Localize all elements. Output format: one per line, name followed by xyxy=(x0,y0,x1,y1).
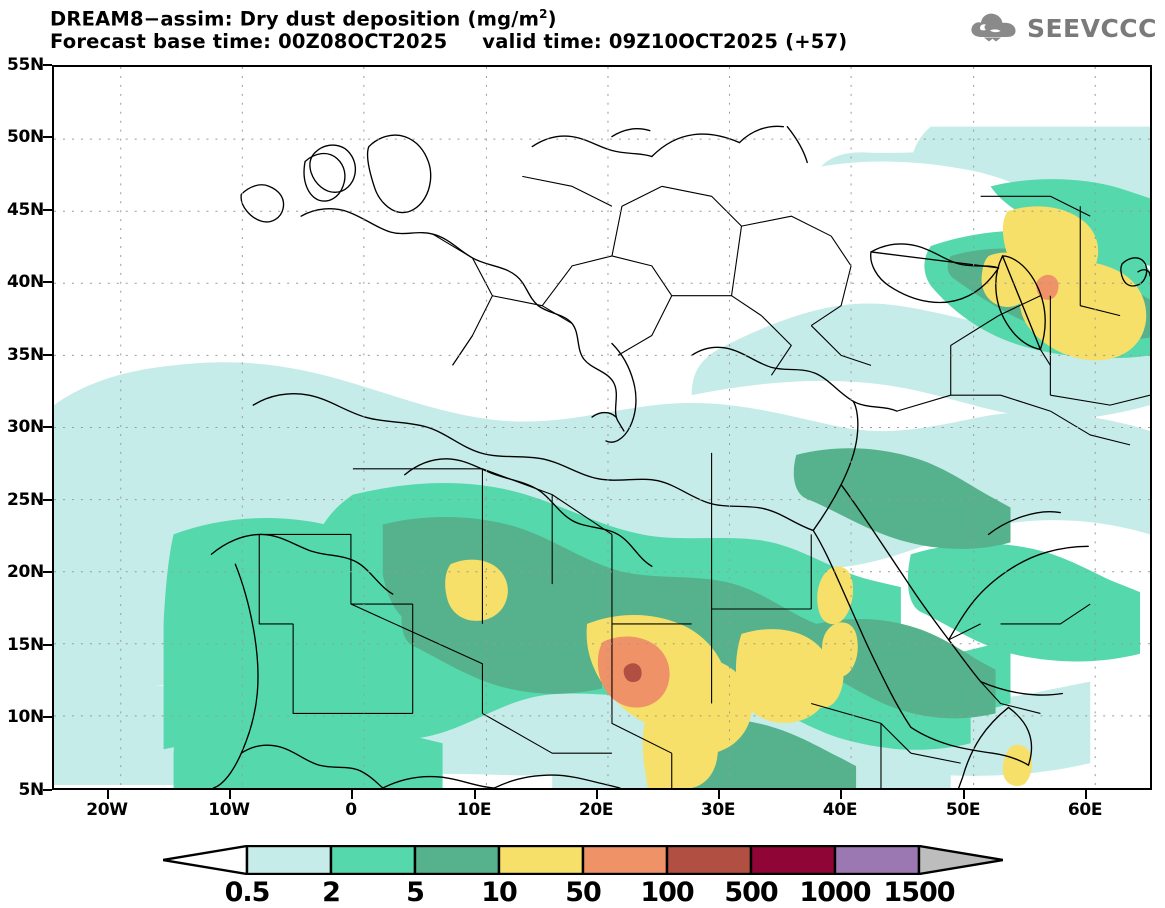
chart-title-line-2: Forecast base time: 00Z08OCT2025 valid t… xyxy=(50,29,848,53)
y-tick xyxy=(43,571,52,573)
x-axis-label: 60E xyxy=(1067,800,1103,820)
cloud-icon xyxy=(968,10,1020,46)
x-axis-label: 20E xyxy=(578,800,614,820)
x-tick xyxy=(596,790,598,799)
x-tick xyxy=(718,790,720,799)
seevccc-logo: SEEVCCC xyxy=(968,10,1157,46)
colorbar-cell-5-10 xyxy=(413,845,501,875)
y-axis-label: 20N xyxy=(7,562,44,582)
colorbar-tick-label: 100 xyxy=(640,877,694,908)
units-superscript: 2 xyxy=(539,7,548,21)
x-tick xyxy=(351,790,353,799)
x-axis-label: 10W xyxy=(208,800,250,820)
map-coastlines xyxy=(210,125,1150,788)
x-tick xyxy=(229,790,231,799)
colorbar-tick-label: 500 xyxy=(724,877,778,908)
colorbar: 0.5 2 5 10 50 100 500 1000 1500 xyxy=(163,845,1003,908)
colorbar-cell-2-5 xyxy=(329,845,417,875)
map-plot-area xyxy=(52,65,1152,790)
y-axis-label: 40N xyxy=(7,272,44,292)
y-tick xyxy=(43,644,52,646)
colorbar-cell-10-50 xyxy=(497,845,585,875)
logo-text: SEEVCCC xyxy=(1026,13,1157,43)
x-axis-label: 40E xyxy=(822,800,858,820)
map-country-borders xyxy=(258,175,1150,788)
colorbar-tick-label: 50 xyxy=(565,877,602,908)
y-tick xyxy=(43,789,52,791)
x-tick xyxy=(107,790,109,799)
y-tick xyxy=(43,426,52,428)
y-axis-label: 15N xyxy=(7,635,44,655)
y-axis-label: 55N xyxy=(7,55,44,75)
x-axis-label: 50E xyxy=(945,800,981,820)
colorbar-cell-0p5-2 xyxy=(245,845,333,875)
map-gridlines xyxy=(54,67,1150,788)
chart-title-line-1: DREAM8−assim: Dry dust deposition (mg/m2… xyxy=(50,8,847,30)
y-axis-label: 25N xyxy=(7,490,44,510)
colorbar-tick-label: 0.5 xyxy=(224,877,271,908)
y-axis-label: 45N xyxy=(7,200,44,220)
y-axis-label: 10N xyxy=(7,707,44,727)
units-close-paren: ) xyxy=(547,7,557,31)
y-axis-label: 30N xyxy=(7,417,44,437)
y-tick xyxy=(43,354,52,356)
x-axis-label: 30E xyxy=(700,800,736,820)
y-tick xyxy=(43,281,52,283)
y-axis-label: 35N xyxy=(7,345,44,365)
dust-band-100-500 xyxy=(623,663,642,683)
colorbar-tick-label: 1000 xyxy=(799,877,871,908)
y-axis-label: 5N xyxy=(18,780,45,800)
x-axis-label: 20W xyxy=(86,800,128,820)
colorbar-tick-label: 2 xyxy=(322,877,341,908)
colorbar-cell-500-1000 xyxy=(749,845,837,875)
colorbar-tick-label: 1500 xyxy=(883,877,955,908)
chart-title-block: DREAM8−assim: Dry dust deposition (mg/m2… xyxy=(50,8,847,52)
x-tick xyxy=(840,790,842,799)
y-tick xyxy=(43,209,52,211)
colorbar-tick-label: 10 xyxy=(481,877,518,908)
colorbar-cell-100-500 xyxy=(665,845,753,875)
x-tick xyxy=(1085,790,1087,799)
colorbar-cell-1000-1500 xyxy=(833,845,921,875)
y-tick xyxy=(43,64,52,66)
colorbar-swatches xyxy=(163,845,1003,875)
colorbar-tick-label: 5 xyxy=(406,877,425,908)
y-tick xyxy=(43,716,52,718)
chart-title-text: DREAM8−assim: Dry dust deposition (mg/m xyxy=(50,7,540,31)
y-axis-label: 50N xyxy=(7,127,44,147)
dust-deposition-map xyxy=(54,67,1150,788)
x-tick xyxy=(963,790,965,799)
y-tick xyxy=(43,136,52,138)
x-axis-label: 0 xyxy=(345,800,357,820)
colorbar-over-arrow xyxy=(917,845,1003,875)
colorbar-cell-50-100 xyxy=(581,845,669,875)
colorbar-under-arrow xyxy=(163,845,249,875)
x-tick xyxy=(474,790,476,799)
x-axis-label: 10E xyxy=(456,800,492,820)
y-tick xyxy=(43,499,52,501)
